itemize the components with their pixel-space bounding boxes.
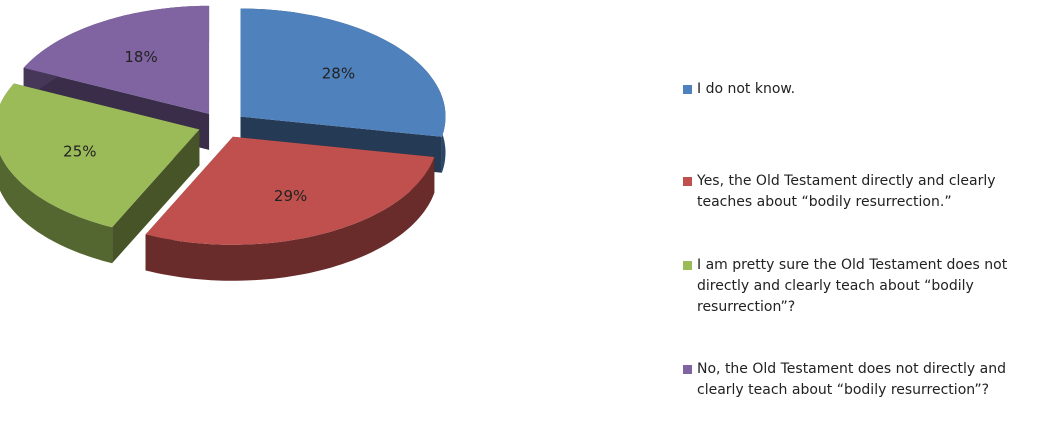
legend-label: No, the Old Testament does not directly … — [697, 361, 1006, 398]
slice-top — [23, 5, 210, 114]
legend-entry: I do not know. — [683, 79, 1043, 100]
legend-entry: No, the Old Testament does not directly … — [683, 359, 1043, 401]
legend-label: I am pretty sure the Old Testament does … — [697, 257, 1008, 315]
legend-swatch — [683, 365, 692, 374]
data-label: 29% — [274, 187, 307, 205]
slice-side — [145, 157, 435, 281]
slice-top — [145, 136, 435, 245]
data-label: 28% — [322, 64, 355, 82]
slice — [0, 83, 200, 264]
legend-swatch — [683, 261, 692, 270]
slice-wall — [112, 129, 200, 264]
slice-side — [0, 83, 113, 264]
legend-label: I do not know. — [697, 81, 796, 97]
legend-swatch — [683, 177, 692, 186]
legend-swatch — [683, 85, 692, 94]
legend-entry: I am pretty sure the Old Testament does … — [683, 255, 1043, 318]
data-label: 25% — [63, 143, 96, 161]
slice-top — [240, 8, 446, 137]
legend-entry: Yes, the Old Testament directly and clea… — [683, 171, 1043, 213]
legend-label: Yes, the Old Testament directly and clea… — [697, 173, 996, 210]
pie-chart: 28% 29% 25% 18% — [0, 5, 446, 281]
data-label: 18% — [124, 48, 157, 66]
slice — [145, 136, 435, 281]
slice-top — [0, 83, 200, 228]
